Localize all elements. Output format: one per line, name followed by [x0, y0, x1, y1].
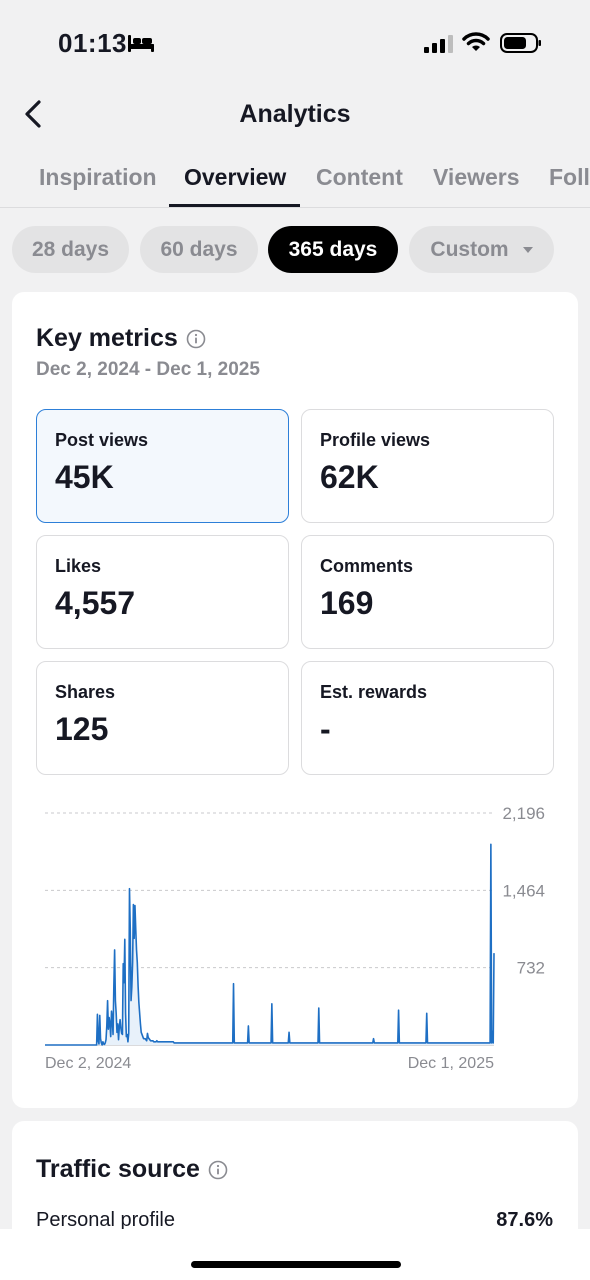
status-bar: 01:13: [0, 0, 590, 88]
traffic-row-label: Personal profile: [36, 1209, 175, 1231]
tab-content[interactable]: Content: [316, 164, 403, 190]
tab-inspiration[interactable]: Inspiration: [39, 164, 157, 190]
bottom-safe-area: [0, 1229, 590, 1280]
tab-overview[interactable]: Overview: [184, 164, 287, 190]
metric-label: Profile views: [320, 430, 431, 450]
signal-icon: [424, 35, 453, 53]
info-icon[interactable]: [186, 329, 206, 349]
page-title: Analytics: [239, 100, 351, 128]
period-label: 60 days: [160, 237, 238, 261]
metric-label: Shares: [55, 682, 116, 702]
x-tick-label: Dec 1, 2025: [408, 1055, 494, 1072]
metric-likes[interactable]: Likes 4,557: [36, 535, 289, 649]
y-tick-label: 732: [517, 959, 545, 978]
active-tab-indicator: [169, 204, 300, 207]
date-range: Dec 2, 2024 - Dec 1, 2025: [36, 359, 260, 380]
battery-icon: [500, 33, 541, 53]
y-tick-label: 2,196: [502, 804, 545, 823]
caret-down-icon: [522, 246, 533, 253]
tab-viewers[interactable]: Viewers: [433, 164, 520, 190]
key-metrics-heading: Key metrics: [36, 324, 206, 353]
wifi-icon: [462, 32, 490, 51]
period-365-days[interactable]: 365 days: [268, 226, 398, 273]
metric-value: 169: [320, 585, 374, 621]
traffic-source-card: Traffic source Personal profile 87.6%: [12, 1121, 578, 1241]
tab-followers[interactable]: Foll: [549, 164, 590, 190]
period-label: 365 days: [288, 237, 378, 261]
key-metrics-card: Key metrics Dec 2, 2024 - Dec 1, 2025 Po…: [12, 292, 578, 1108]
metric-label: Comments: [320, 556, 414, 576]
metric-label: Est. rewards: [320, 682, 428, 702]
metric-post-views[interactable]: Post views 45K: [36, 409, 289, 523]
traffic-source-title: Traffic source: [36, 1155, 200, 1183]
metric-value: 62K: [320, 459, 379, 495]
series-area: [45, 844, 494, 1045]
metric-value: 4,557: [55, 585, 136, 621]
info-icon[interactable]: [208, 1160, 228, 1180]
metric-label: Post views: [55, 430, 149, 450]
bed-icon: [128, 35, 154, 52]
x-tick-label: Dec 2, 2024: [45, 1055, 131, 1072]
metric-profile-views[interactable]: Profile views 62K: [301, 409, 554, 523]
traffic-row-value: 87.6%: [496, 1209, 553, 1231]
period-28-days[interactable]: 28 days: [12, 226, 129, 273]
status-time: 01:13: [58, 28, 127, 58]
metric-est-rewards[interactable]: Est. rewards -: [301, 661, 554, 775]
metric-comments[interactable]: Comments 169: [301, 535, 554, 649]
back-chevron-icon[interactable]: [22, 98, 46, 130]
metric-value: 45K: [55, 459, 114, 495]
metric-shares[interactable]: Shares 125: [36, 661, 289, 775]
metric-label: Likes: [55, 556, 102, 576]
period-60-days[interactable]: 60 days: [140, 226, 258, 273]
period-label: Custom: [430, 237, 509, 261]
metric-value: -: [320, 711, 331, 747]
period-label: 28 days: [31, 237, 110, 261]
tab-bar: Inspiration Overview Content Viewers Fol…: [0, 150, 590, 208]
metric-value: 125: [55, 711, 109, 747]
y-tick-label: 1,464: [502, 881, 545, 900]
key-metrics-title: Key metrics: [36, 324, 178, 352]
series-line: [44, 843, 495, 1046]
period-custom-dropdown[interactable]: Custom: [409, 226, 554, 273]
traffic-source-heading: Traffic source: [36, 1155, 228, 1184]
home-indicator[interactable]: [191, 1261, 401, 1268]
